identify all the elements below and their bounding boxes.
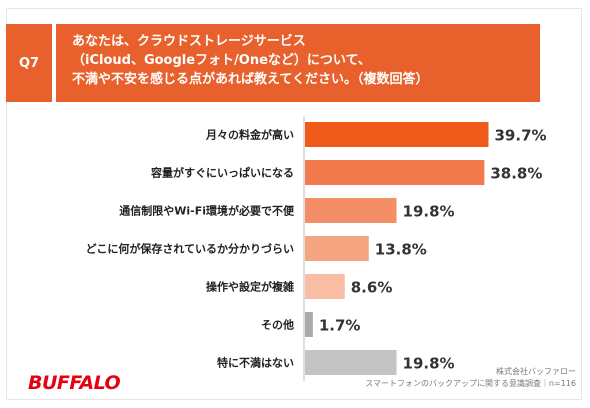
category-label: 月々の料金が高い [205, 128, 294, 142]
question-line-2: （iCloud、Googleフォト/Oneなど）について、 [72, 53, 371, 68]
category-label: 特に不満はない [217, 356, 294, 370]
question-badge: Q7 [6, 24, 52, 102]
value-label: 13.8% [375, 241, 427, 259]
value-label: 38.8% [490, 165, 542, 183]
value-label: 8.6% [351, 279, 393, 297]
value-label: 1.7% [319, 317, 361, 335]
source-survey: スマートフォンのバックアップに関する意識調査｜n=116 [365, 379, 576, 388]
category-label: 容量がすぐにいっぱいになる [150, 166, 294, 180]
category-label: その他 [261, 318, 294, 332]
question-text: あなたは、クラウドストレージサービス （iCloud、Googleフォト/One… [56, 24, 540, 102]
question-header: Q7 あなたは、クラウドストレージサービス （iCloud、Googleフォト/… [6, 24, 540, 102]
category-label: 操作や設定が複雑 [206, 280, 294, 294]
bar [305, 198, 397, 223]
question-line-1: あなたは、クラウドストレージサービス [72, 34, 306, 49]
header-divider [52, 24, 56, 102]
value-label: 19.8% [403, 203, 455, 221]
question-line-3: 不満や不安を感じる点があれば教えてください。（複数回答） [72, 72, 429, 87]
source-company: 株式会社バッファロー [496, 367, 576, 376]
category-label: どこに何が保存されているか分かりづらい [86, 242, 294, 256]
bar [305, 274, 345, 299]
bar [305, 312, 313, 337]
value-label: 19.8% [403, 355, 455, 373]
source-note: 株式会社バッファロー スマートフォンのバックアップに関する意識調査｜n=116 [365, 366, 576, 390]
bar [305, 160, 485, 185]
bar [305, 122, 489, 147]
bar [305, 350, 397, 375]
category-label: 通信制限やWi-Fi環境が必要で不便 [119, 204, 295, 218]
bar [305, 236, 369, 261]
buffalo-logo: BUFFALO [28, 372, 121, 394]
value-label: 39.7% [495, 127, 547, 145]
